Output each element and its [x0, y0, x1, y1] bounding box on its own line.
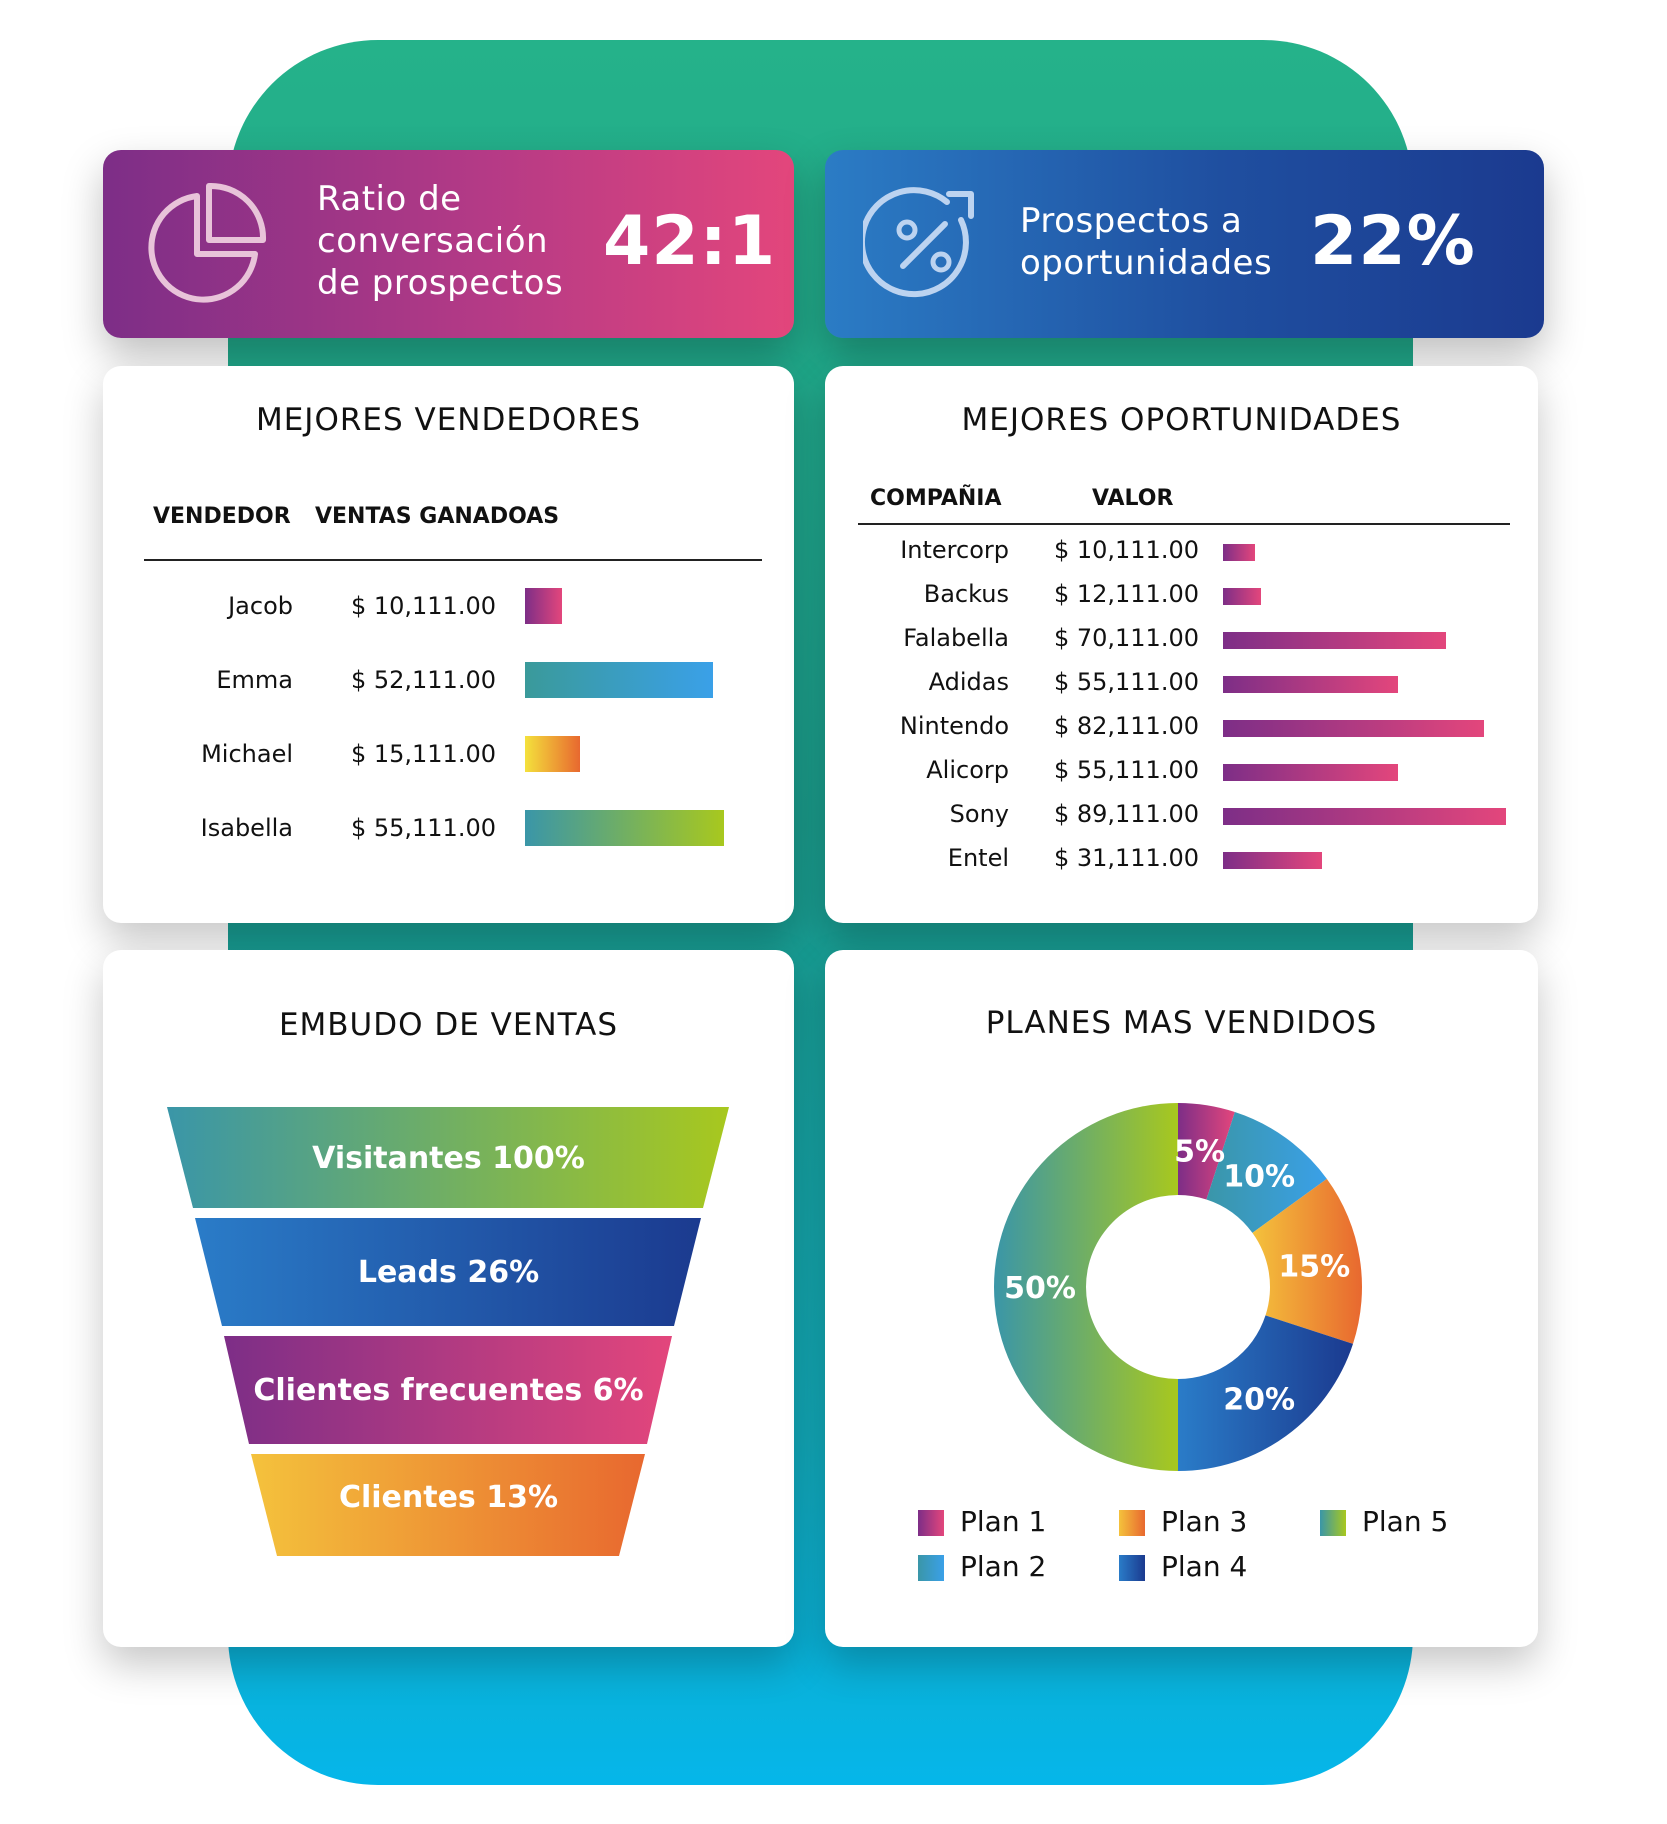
funnel-stage-label: Visitantes 100% — [312, 1141, 585, 1176]
top-plans-card: PLANES MAS VENDIDOS 5% 10% 15% 20% 50% Plan … — [825, 950, 1538, 1647]
kpi-label: Ratio de conversación de prospectos — [317, 178, 563, 304]
header-divider — [144, 559, 762, 561]
seller-sales-bar — [525, 810, 724, 846]
seller-sales-value: $ 52,111.00 — [350, 666, 496, 694]
seller-sales-value: $ 55,111.00 — [350, 814, 496, 842]
opportunity-company: Intercorp — [900, 536, 1009, 564]
seller-sales-bar — [525, 736, 580, 772]
funnel-stage-label: Leads 26% — [357, 1255, 540, 1290]
kpi-label-line: Prospectos a — [1020, 201, 1243, 241]
donut-slice-plan-5 — [994, 1103, 1178, 1471]
opportunity-value: $ 12,111.00 — [1053, 580, 1199, 608]
funnel-stage-clientes — [251, 1454, 645, 1556]
card-title: PLANES MAS VENDIDOS — [985, 1005, 1378, 1041]
opportunity-company: Nintendo — [899, 712, 1009, 740]
top-opportunities-card: MEJORES OPORTUNIDADES COMPAÑIA VALOR Int… — [825, 366, 1538, 923]
seller-sales-bar — [525, 588, 562, 624]
header-divider — [858, 523, 1510, 525]
seller-name: Isabella — [200, 814, 293, 842]
kpi-prospects-to-opportunities: Prospectos a oportunidades 22% — [825, 150, 1544, 338]
legend-swatch — [918, 1555, 944, 1581]
opportunity-value-bar — [1223, 588, 1261, 605]
donut-slice-plan-2 — [1206, 1112, 1327, 1233]
seller-sales-bar — [525, 662, 713, 698]
pie-chart-icon — [139, 178, 269, 312]
opportunity-company: Backus — [923, 580, 1009, 608]
kpi-value: 42:1 — [603, 202, 777, 281]
opportunity-value: $ 10,111.00 — [1053, 536, 1199, 564]
seller-sales-value: $ 15,111.00 — [350, 740, 496, 768]
seller-name: Michael — [201, 740, 293, 768]
legend-label: Plan 4 — [1161, 1550, 1248, 1583]
opportunity-value: $ 89,111.00 — [1053, 800, 1199, 828]
legend-label: Plan 5 — [1362, 1505, 1449, 1538]
opportunity-value: $ 82,111.00 — [1053, 712, 1199, 740]
opportunity-value-bar — [1223, 808, 1506, 825]
legend-swatch — [918, 1510, 944, 1536]
donut-slice-label: 50% — [1004, 1271, 1076, 1306]
kpi-label-line: de prospectos — [317, 263, 564, 303]
funnel-stage-visitantes — [167, 1107, 729, 1208]
funnel-stage-clientes-frecuentes — [224, 1336, 672, 1444]
column-header-seller: VENDEDOR — [153, 504, 291, 529]
card-title: MEJORES OPORTUNIDADES — [961, 402, 1402, 438]
opportunity-value: $ 55,111.00 — [1053, 668, 1199, 696]
opportunity-value-bar — [1223, 852, 1322, 869]
opportunity-company: Adidas — [928, 668, 1009, 696]
donut-slice-label: 15% — [1278, 1249, 1350, 1284]
kpi-value: 22% — [1310, 202, 1476, 281]
legend-swatch — [1320, 1510, 1346, 1536]
legend-label: Plan 2 — [960, 1550, 1047, 1583]
opportunity-value-bar — [1223, 720, 1484, 737]
plans-donut-chart: 5%10% 15% 20% 50% — [994, 1103, 1362, 1471]
kpi-conversion-ratio: Ratio de conversación de prospectos 42:1 — [103, 150, 794, 338]
column-header-company: COMPAÑIA — [870, 486, 1002, 511]
legend-swatch — [1119, 1510, 1145, 1536]
seller-name: Jacob — [228, 592, 293, 620]
column-header-value: VALOR — [1092, 486, 1174, 511]
opportunity-company: Alicorp — [926, 756, 1009, 784]
opportunity-value: $ 55,111.00 — [1053, 756, 1199, 784]
donut-slice-label: 10% — [1223, 1159, 1295, 1194]
donut-slice-plan-4 — [1178, 1315, 1353, 1471]
opportunity-value-bar — [1223, 764, 1398, 781]
percent-arrow-icon — [858, 184, 983, 308]
funnel-stage-label: Clientes 13% — [338, 1480, 559, 1515]
funnel-stage-leads — [195, 1218, 701, 1326]
seller-name: Emma — [216, 666, 293, 694]
donut-slice-plan-3 — [1252, 1178, 1362, 1344]
seller-sales-value: $ 10,111.00 — [350, 592, 496, 620]
legend-swatch — [1119, 1555, 1145, 1581]
opportunity-value: $ 70,111.00 — [1053, 624, 1199, 652]
opportunity-company: Entel — [947, 844, 1009, 872]
column-header-sales: VENTAS GANADOAS — [315, 504, 560, 529]
donut-slice-label: 20% — [1223, 1383, 1295, 1418]
kpi-label-line: Ratio de — [317, 179, 462, 219]
card-title: MEJORES VENDEDORES — [255, 402, 642, 438]
legend-label: Plan 1 — [960, 1505, 1047, 1538]
funnel-chart — [167, 1107, 729, 1556]
opportunity-company: Falabella — [903, 624, 1009, 652]
opportunity-value-bar — [1223, 676, 1398, 693]
donut-slice-plan-1 — [1178, 1103, 1235, 1200]
donut-slice-label: 5% — [1174, 1135, 1225, 1170]
kpi-label-line: oportunidades — [1020, 243, 1273, 283]
opportunity-value: $ 31,111.00 — [1053, 844, 1199, 872]
opportunity-value-bar — [1223, 544, 1255, 561]
opportunity-company: Sony — [949, 800, 1009, 828]
card-title: EMBUDO DE VENTAS — [278, 1007, 619, 1043]
sales-funnel-card: EMBUDO DE VENTAS Visitantes 100% Leads 2… — [103, 950, 794, 1647]
kpi-label-line: conversación — [317, 221, 549, 261]
top-sellers-card: MEJORES VENDEDORES VENDEDOR VENTAS GANAD… — [103, 366, 794, 923]
funnel-stage-label: Clientes frecuentes 6% — [253, 1373, 644, 1408]
kpi-label: Prospectos a oportunidades — [1020, 200, 1272, 284]
legend-label: Plan 3 — [1161, 1505, 1248, 1538]
opportunity-value-bar — [1223, 632, 1446, 649]
